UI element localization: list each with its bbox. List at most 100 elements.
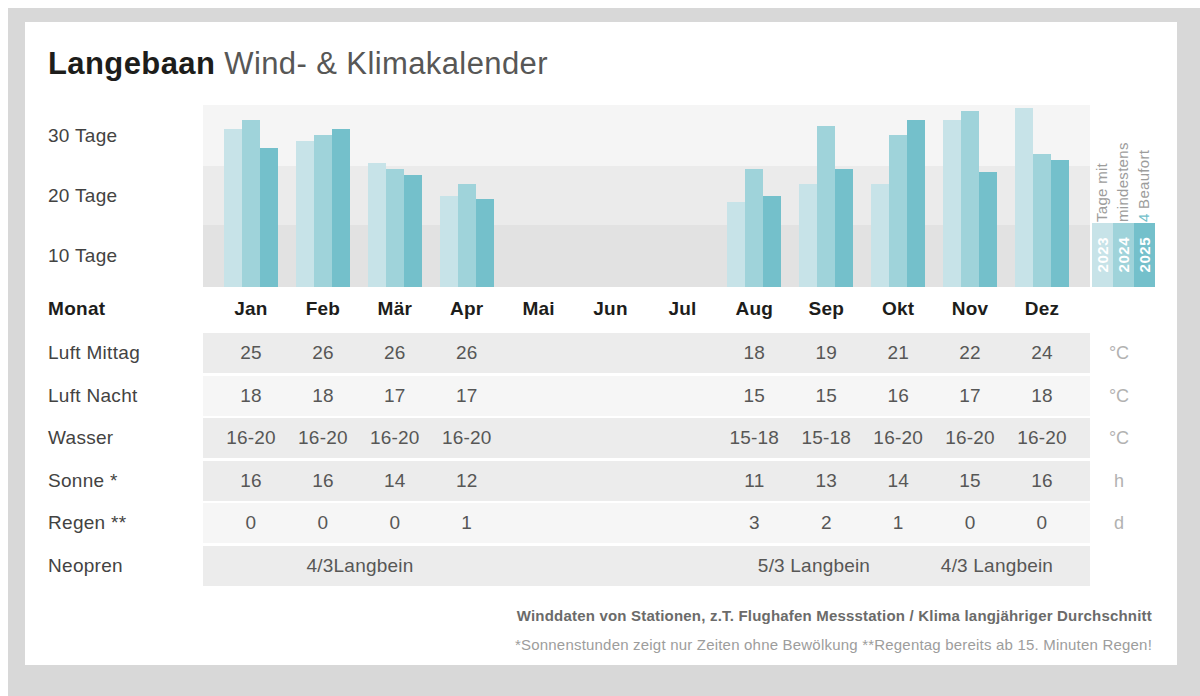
table-cell: 18 [287,376,359,416]
table-cell: 1 [431,503,503,543]
y-axis-label: 20 Tage [48,185,117,207]
legend-year-label: 2023 [1094,237,1111,272]
bar-2024-okt [889,135,907,287]
legend-year-2024: 2024 [1113,223,1134,287]
table-cell: 16 [862,376,934,416]
climate-calendar-page: Langebaan Wind- & Klimakalender Tage mit… [0,0,1200,696]
table-cell: 0 [287,503,359,543]
month-header-label: Monat [48,298,105,320]
month-header-jan: Jan [215,298,287,320]
table-cell: 16-20 [431,418,503,458]
table-cell: 19 [790,333,862,373]
unit-label: d [1096,503,1142,543]
footer-asterisk-note: *Sonnenstunden zeigt nur Zeiten ohne Bew… [515,636,1152,653]
table-cell: 2 [790,503,862,543]
table-cell: 18 [1006,376,1078,416]
table-cell: 18 [718,333,790,373]
row-label: Luft Mittag [48,333,140,373]
table-cell: 0 [359,503,431,543]
bar-2023-jan [224,129,242,287]
month-header-jun: Jun [575,298,647,320]
bar-2025-jan [260,148,278,288]
month-header-apr: Apr [431,298,503,320]
legend-year-label: 2024 [1115,237,1132,272]
table-cell: 16 [215,461,287,501]
bar-2025-mär [404,175,422,287]
unit-label: h [1096,461,1142,501]
table-cell: 1 [862,503,934,543]
bar-2023-nov [943,120,961,287]
table-cell: 16-20 [287,418,359,458]
row-label: Luft Nacht [48,376,138,416]
table-cell: 15 [934,461,1006,501]
bar-2025-apr [476,199,494,287]
bar-2025-okt [907,120,925,287]
y-axis-label: 10 Tage [48,245,117,267]
table-cell: 16 [287,461,359,501]
bar-2023-okt [871,184,889,287]
title-location: Langebaan [48,46,215,81]
bar-2025-nov [979,172,997,287]
table-cell: 25 [215,333,287,373]
table-cell: 0 [934,503,1006,543]
month-header-mär: Mär [359,298,431,320]
bar-2025-aug [763,196,781,287]
bar-2025-sep [835,169,853,287]
unit-label: °C [1096,333,1142,373]
table-cell: 26 [287,333,359,373]
table-cell: 12 [431,461,503,501]
table-cell: 15 [790,376,862,416]
table-cell: 17 [431,376,503,416]
table-cell: 0 [1006,503,1078,543]
table-cell: 15-18 [718,418,790,458]
bar-2024-mär [386,169,404,287]
bar-2024-apr [458,184,476,287]
wind-days-bar-chart [203,105,1090,287]
page-title: Langebaan Wind- & Klimakalender [48,46,548,82]
table-cell: 0 [215,503,287,543]
bar-2024-nov [961,111,979,287]
bar-2025-feb [332,129,350,287]
table-cell: 16-20 [215,418,287,458]
unit-label: °C [1096,418,1142,458]
month-header-feb: Feb [287,298,359,320]
table-cell: 26 [431,333,503,373]
bar-2023-dez [1015,108,1033,287]
bar-2024-aug [745,169,763,287]
neopren-span: 4/3Langbein [307,546,414,586]
y-axis-label: 30 Tage [48,125,117,147]
bar-2023-feb [296,141,314,287]
bar-2023-sep [799,184,817,287]
bar-2023-aug [727,202,745,287]
table-cell: 3 [718,503,790,543]
bar-2023-apr [440,196,458,287]
neopren-span: 4/3 Langbein [941,546,1053,586]
row-label: Wasser [48,418,114,458]
table-cell: 24 [1006,333,1078,373]
bar-2024-sep [817,126,835,287]
month-header-dez: Dez [1006,298,1078,320]
row-label: Sonne * [48,461,118,501]
bar-2025-dez [1051,160,1069,287]
bar-2024-feb [314,135,332,287]
month-header-jul: Jul [646,298,718,320]
table-cell: 13 [790,461,862,501]
table-cell: 18 [215,376,287,416]
month-header-nov: Nov [934,298,1006,320]
table-cell: 26 [359,333,431,373]
table-cell: 21 [862,333,934,373]
title-subtitle: Wind- & Klimakalender [215,46,548,81]
table-cell: 22 [934,333,1006,373]
neopren-span: 5/3 Langbein [758,546,870,586]
table-cell: 16-20 [862,418,934,458]
bar-2024-dez [1033,154,1051,288]
table-cell: 16-20 [934,418,1006,458]
table-cell: 14 [862,461,934,501]
table-cell: 17 [359,376,431,416]
legend-year-label: 2025 [1136,237,1153,272]
month-header-mai: Mai [503,298,575,320]
table-cell: 16-20 [359,418,431,458]
footer-source-note: Winddaten von Stationen, z.T. Flughafen … [517,607,1152,624]
legend-year-2025: 2025 [1134,223,1155,287]
bar-2023-mär [368,163,386,287]
